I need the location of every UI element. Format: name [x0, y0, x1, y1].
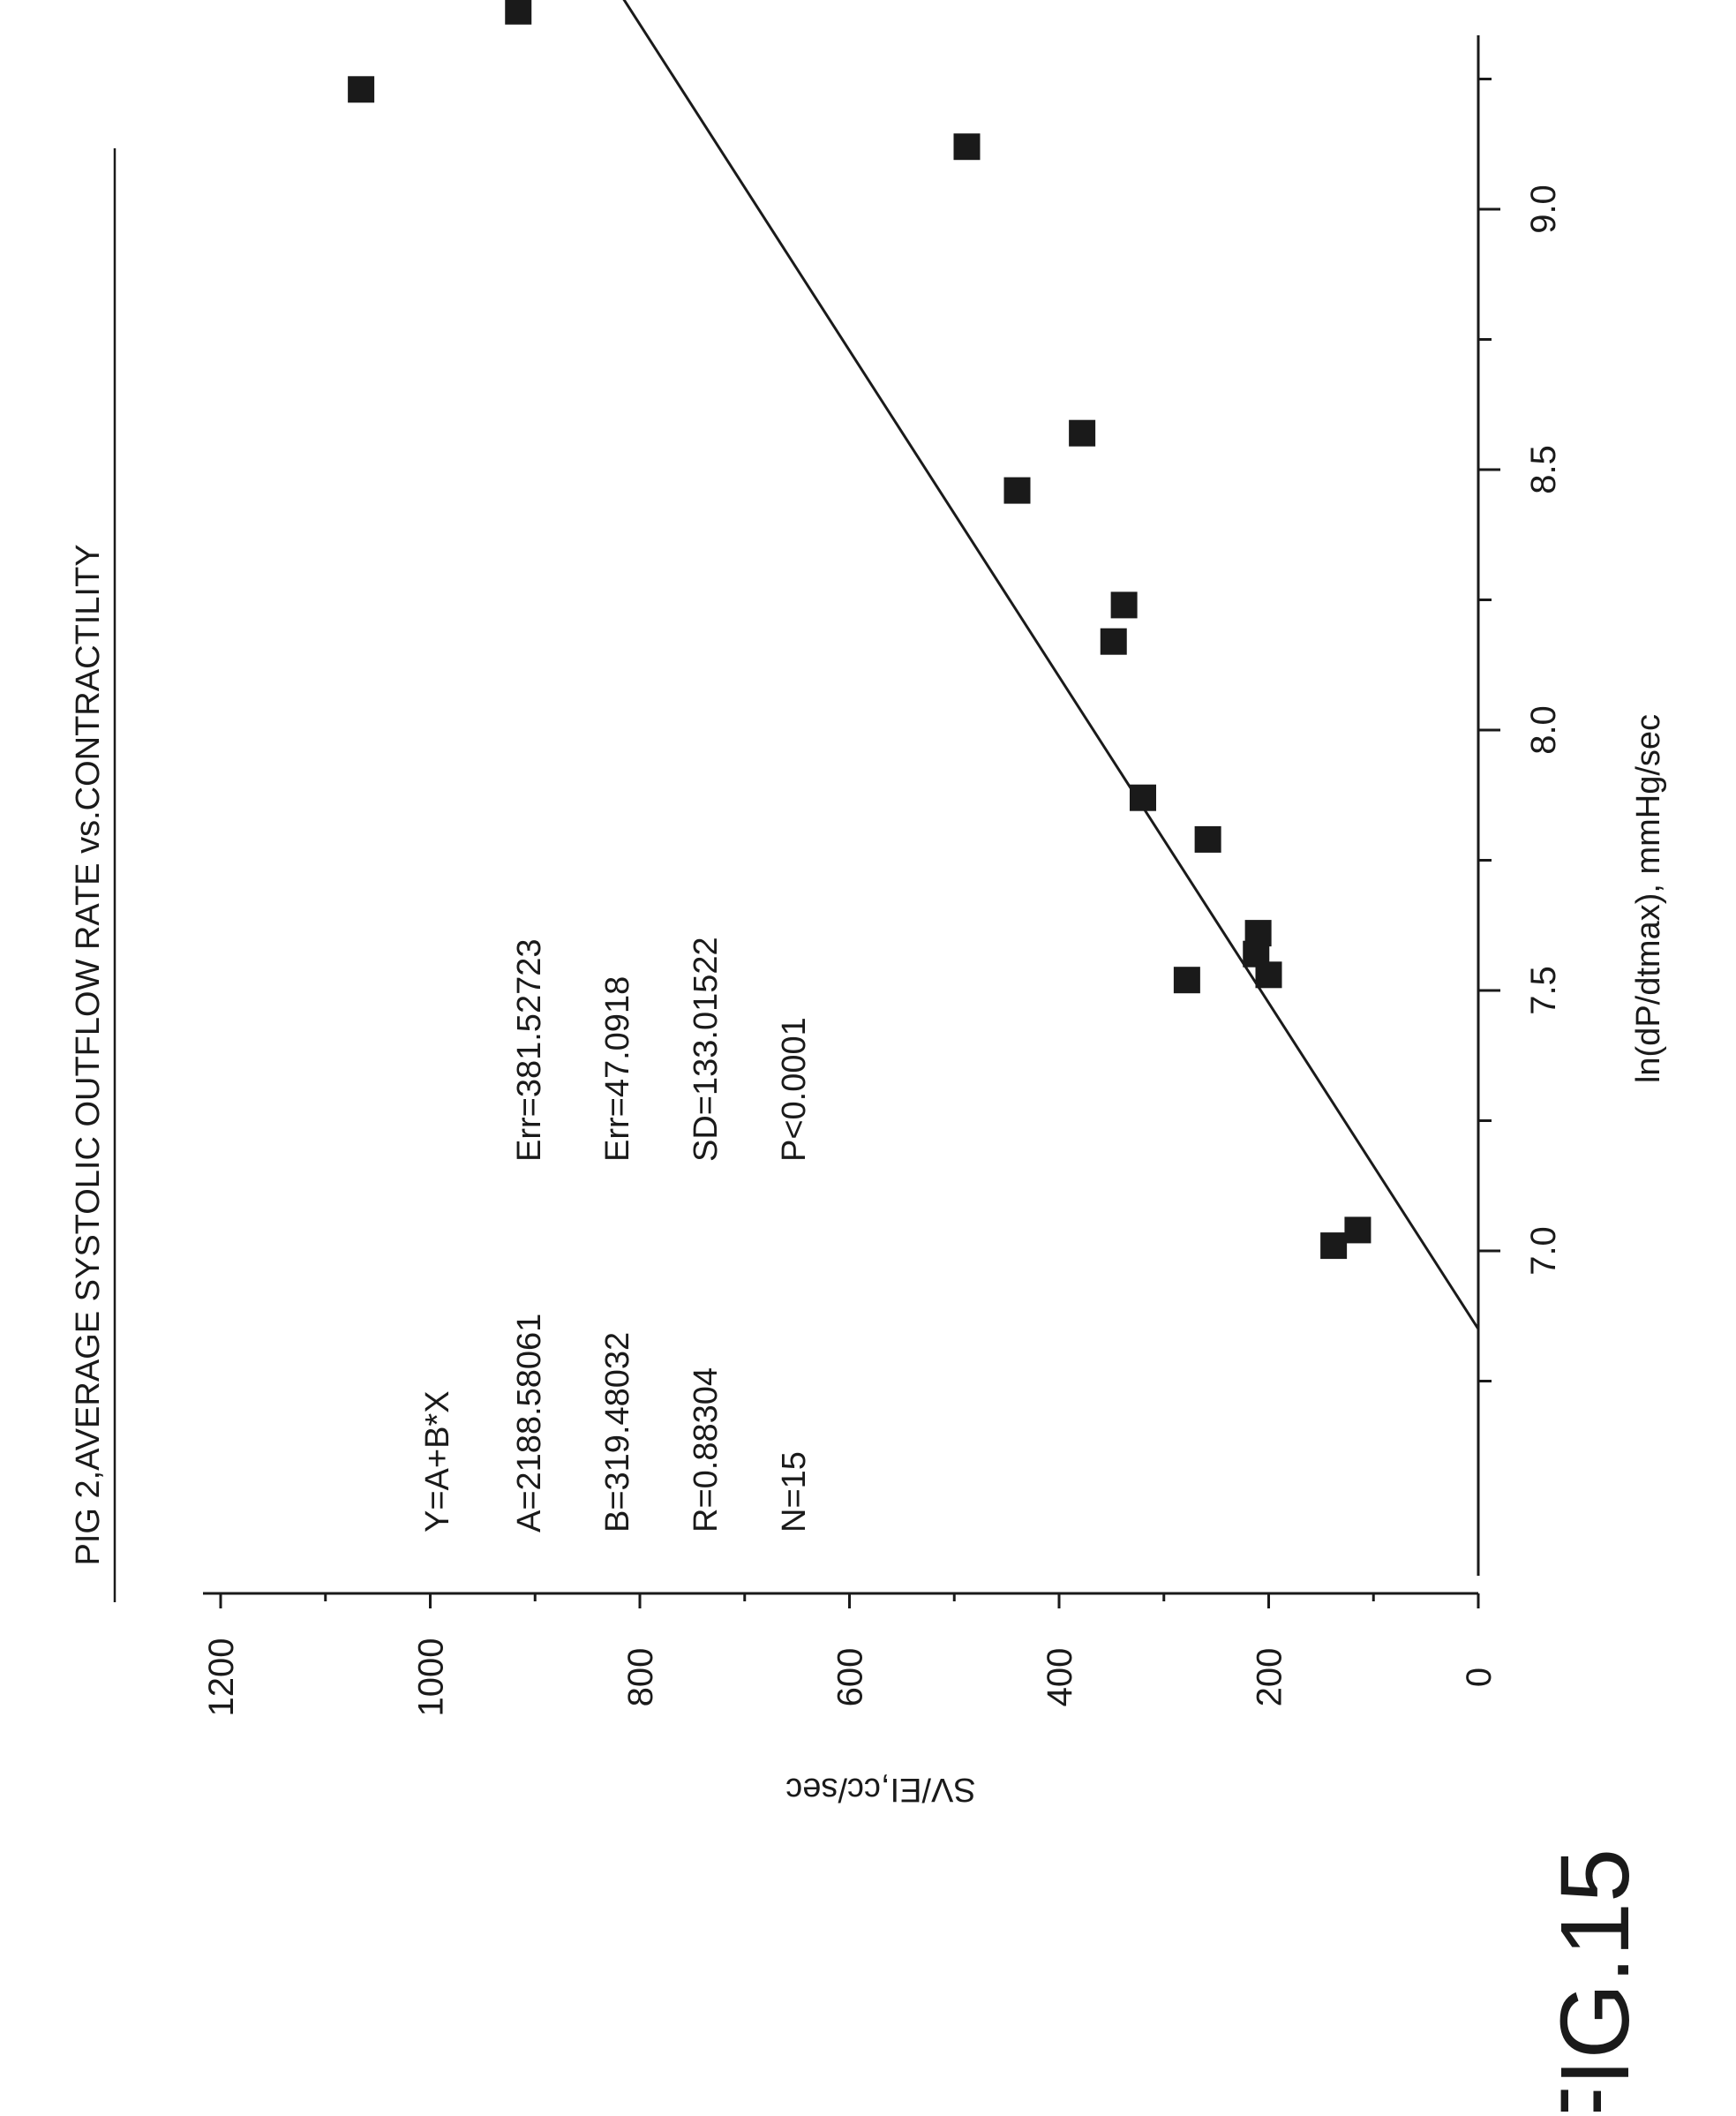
- data-point: [1245, 920, 1272, 946]
- figure-label: FIG.15: [1541, 1849, 1650, 2112]
- x-tick-label: 9.0: [1524, 184, 1563, 234]
- y-tick-label: 1000: [412, 1638, 451, 1717]
- y-axis-label: SV/EI,cc/sec: [785, 1771, 975, 1808]
- data-points: [348, 0, 1371, 1259]
- data-point: [1195, 826, 1221, 853]
- y-axis-ticks: 0 200 400 600 800 1000 1200: [202, 1593, 1499, 1716]
- chart-title: PIG 2,AVERAGE SYSTOLIC OUTFLOW RATE vs.C…: [70, 544, 107, 1565]
- stat-equation: Y=A+B*X: [419, 1390, 456, 1532]
- stat-err-b: Err=47.0918: [599, 976, 636, 1162]
- data-point: [1101, 629, 1127, 655]
- y-tick-label: 200: [1251, 1648, 1289, 1707]
- data-point: [1320, 1232, 1347, 1259]
- stat-param-a: A=2188.58061: [511, 1314, 548, 1532]
- x-tick-label: 8.5: [1524, 445, 1563, 494]
- data-point: [1069, 420, 1095, 447]
- x-tick-label: 7.0: [1524, 1226, 1563, 1276]
- stat-param-r: R=0.88304: [688, 1367, 725, 1532]
- x-tick-label: 7.5: [1524, 966, 1563, 1015]
- data-point: [1130, 785, 1156, 811]
- y-tick-label: 400: [1041, 1648, 1079, 1707]
- y-tick-label: 0: [1460, 1668, 1499, 1687]
- data-point: [1344, 1216, 1371, 1243]
- data-point: [1256, 961, 1282, 988]
- y-tick-label: 800: [621, 1648, 660, 1707]
- x-axis-ticks: 7.07.58.08.59.09.5: [1478, 0, 1563, 1382]
- stat-param-n: N=15: [776, 1451, 813, 1532]
- data-point: [954, 133, 981, 160]
- data-point: [1004, 478, 1031, 504]
- stat-sd: SD=133.01522: [688, 937, 725, 1162]
- data-point: [1174, 967, 1200, 993]
- x-axis-label: ln(dP/dtmax), mmHg/sec: [1630, 714, 1667, 1083]
- data-point: [1111, 591, 1138, 618]
- y-tick-label: 600: [831, 1648, 870, 1707]
- x-tick-label: 8.0: [1524, 705, 1563, 755]
- y-tick-label: 1200: [202, 1638, 241, 1717]
- regression-line: [511, 0, 1478, 1329]
- stat-err-a: Err=381.52723: [511, 939, 548, 1162]
- stat-p-value: P<0.0001: [776, 1017, 813, 1162]
- data-point: [348, 76, 374, 102]
- data-point: [505, 0, 531, 25]
- stat-param-b: B=319.48032: [599, 1332, 636, 1532]
